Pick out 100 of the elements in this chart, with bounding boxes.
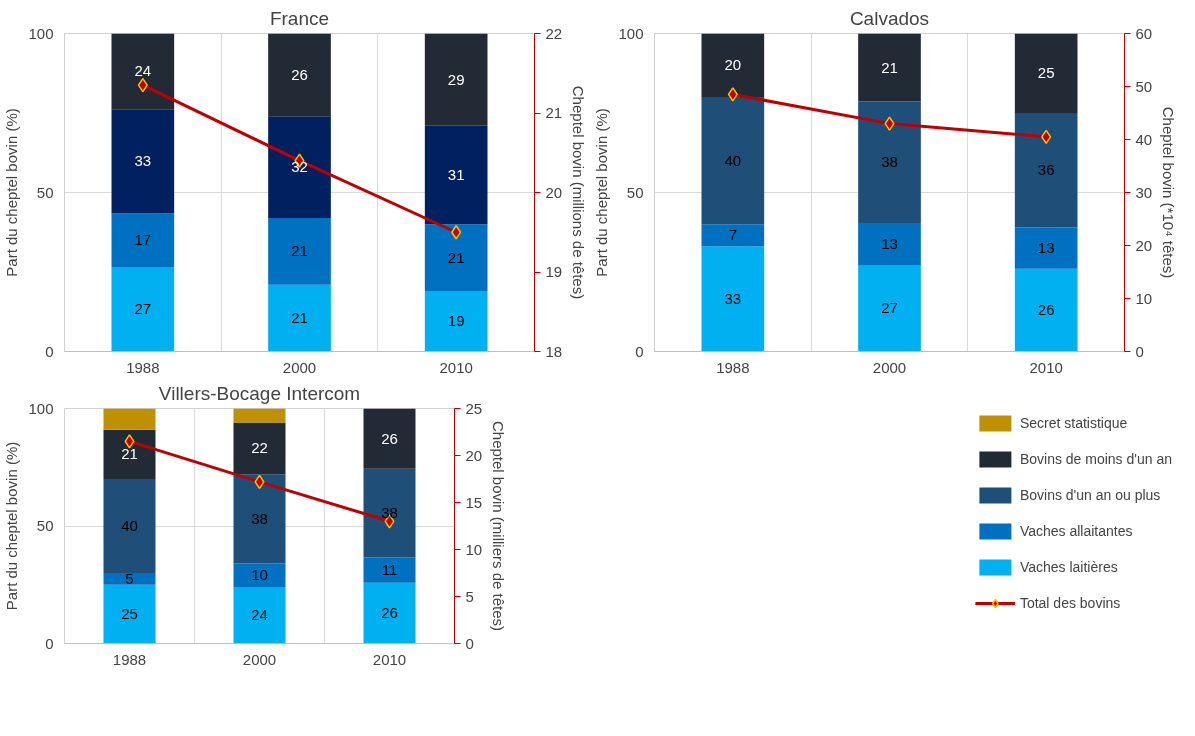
bar [103, 573, 156, 585]
bar [268, 284, 331, 352]
data-label: 38 [381, 504, 398, 522]
data-label: 25 [1037, 64, 1055, 82]
y2-tick-label: 50 [1135, 77, 1153, 95]
bar [363, 582, 416, 644]
bar [1014, 113, 1078, 228]
bar [363, 468, 416, 558]
bar [701, 246, 765, 352]
y2-axis-title: Cheptel bovin (milliers de têtes) [490, 420, 508, 632]
legend-label: Vaches laitières [1019, 559, 1118, 575]
data-label: 10 [251, 566, 268, 584]
data-label: 21 [121, 445, 138, 463]
bar [103, 429, 156, 479]
y-axis-title: Part du cheptel bovin (%) [3, 441, 21, 611]
y-tick-label: 50 [626, 183, 644, 201]
y2-tick-label: 5 [465, 587, 474, 605]
legend-label: Bovins d'un an ou plus [1019, 487, 1161, 503]
chart-title: Calvados [849, 7, 930, 29]
data-label: 21 [881, 58, 898, 76]
bar [858, 265, 921, 352]
bar [103, 584, 156, 644]
bar [1014, 268, 1078, 352]
data-label: 38 [251, 509, 268, 527]
bar [111, 266, 175, 352]
bar [701, 97, 765, 225]
bar [111, 213, 175, 267]
y2-axis-title: Cheptel bovin (millions de têtes) [570, 85, 588, 300]
data-label: 40 [121, 517, 138, 534]
y2-tick-label: 40 [1135, 130, 1153, 148]
data-label: 7 [728, 226, 738, 244]
data-label: 11 [381, 561, 398, 579]
data-label: 27 [881, 299, 898, 317]
data-label: 36 [1037, 161, 1055, 179]
legend-label: Vaches allaitantes [1019, 523, 1133, 539]
x-tick-label: 2010 [372, 650, 407, 668]
y2-tick-label: 20 [545, 183, 563, 201]
bar [1014, 33, 1078, 113]
x-tick-label: 2000 [282, 358, 317, 376]
data-label: 38 [881, 153, 898, 171]
y2-tick-label: 10 [1135, 289, 1153, 307]
bar [111, 33, 175, 110]
y2-tick-label: 15 [465, 493, 483, 511]
data-label: 19 [447, 312, 465, 330]
y2-axis-title: Cheptel bovin (*10⁴ têtes) [1160, 106, 1178, 279]
x-tick-label: 2000 [242, 650, 277, 668]
y2-tick-label: 0 [1135, 342, 1144, 360]
bar [233, 422, 286, 475]
y-tick-label: 50 [36, 183, 54, 201]
y2-tick-label: 19 [545, 263, 563, 280]
data-label: 26 [381, 604, 398, 622]
chart-title: Villers-Bocage Intercom [158, 382, 361, 404]
bar [233, 563, 286, 588]
data-label: 17 [134, 231, 152, 249]
bar [103, 479, 156, 573]
bar [424, 33, 488, 126]
y-tick-label: 50 [36, 517, 54, 534]
legend-label: Total des bovins [1019, 595, 1121, 611]
point [884, 116, 895, 131]
y2-tick-label: 20 [465, 446, 483, 464]
y2-tick-label: 21 [545, 104, 563, 121]
y2-tick-label: 18 [545, 342, 563, 360]
y-tick-label: 100 [28, 24, 54, 42]
x-tick-label: 1988 [126, 358, 160, 376]
y-tick-label: 100 [618, 24, 644, 42]
x-tick-label: 2010 [1029, 358, 1063, 376]
bar [268, 116, 331, 218]
data-label: 25 [121, 605, 138, 623]
y2-tick-label: 25 [465, 399, 483, 417]
bar [103, 408, 156, 430]
bar [858, 33, 921, 102]
y2-tick-label: 30 [1135, 183, 1153, 201]
data-label: 24 [251, 606, 268, 624]
bar [363, 557, 416, 583]
data-label: 13 [881, 235, 898, 253]
bar [424, 224, 488, 292]
data-label: 20 [724, 56, 742, 74]
data-label: 40 [724, 151, 742, 169]
y2-tick-label: 60 [1135, 24, 1153, 42]
y-axis-title: Part du cheptel bovin (%) [593, 108, 611, 277]
chart-title: France [269, 7, 330, 29]
data-label: 27 [134, 300, 152, 318]
bar [233, 408, 286, 423]
bar [701, 33, 765, 98]
data-label: 26 [1037, 301, 1055, 319]
point [451, 225, 462, 240]
bar [268, 217, 331, 285]
y2-tick-label: 0 [465, 634, 474, 652]
y-tick-label: 0 [45, 342, 54, 360]
x-tick-label: 1988 [112, 650, 147, 668]
y2-tick-label: 20 [1135, 236, 1153, 254]
bar [363, 408, 416, 469]
y-tick-label: 100 [28, 399, 54, 417]
legend-label: Secret statistique [1019, 415, 1128, 431]
bar [424, 291, 488, 352]
data-label: 26 [381, 429, 398, 447]
y-axis-title: Part du cheptel bovin (%) [3, 108, 21, 277]
data-label: 5 [125, 569, 134, 587]
bar [233, 587, 286, 644]
y-tick-label: 0 [45, 634, 54, 652]
